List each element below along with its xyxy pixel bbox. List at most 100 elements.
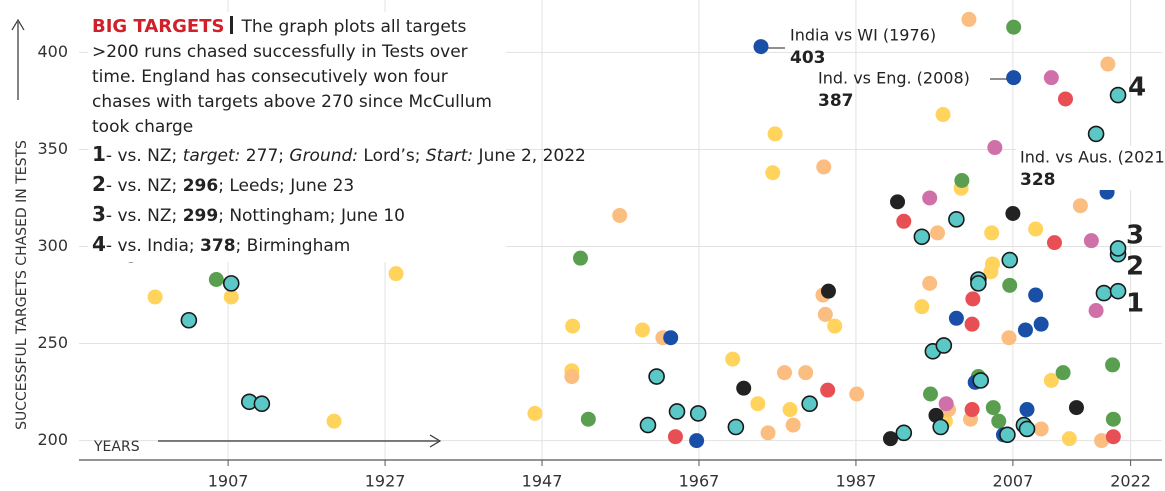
point (1111, 88, 1126, 103)
point (1056, 365, 1071, 380)
annotation-text: India vs WI (1976) (790, 26, 936, 45)
y-tick-label: 350 (37, 139, 68, 158)
note-segment: - vs. NZ; (106, 146, 183, 166)
point (973, 373, 988, 388)
note-box: BIG TARGETSThe graph plots all targets >… (88, 12, 506, 262)
point (818, 307, 833, 322)
point (922, 276, 937, 291)
annotation-value: 387 (818, 91, 854, 111)
note-segment: 1 (92, 142, 106, 166)
note-segment: - vs. India; (106, 236, 200, 256)
note-segment: 2 (92, 172, 106, 196)
x-tick-label: 1987 (836, 472, 877, 491)
x-tick-label: 1927 (365, 472, 406, 491)
point (849, 387, 864, 402)
point (1028, 288, 1043, 303)
x-tick-label: 2022 (1110, 472, 1151, 491)
point (965, 402, 980, 417)
point (1096, 286, 1111, 301)
point (736, 381, 751, 396)
point-label: 3 (1126, 221, 1144, 251)
point (896, 214, 911, 229)
point-label: 4 (1128, 73, 1146, 103)
point (581, 412, 596, 427)
point (1020, 402, 1035, 417)
point (1020, 421, 1035, 436)
point (1062, 431, 1077, 446)
point (802, 396, 817, 411)
point (527, 406, 542, 421)
point (1006, 20, 1021, 35)
point (890, 194, 905, 209)
note-segment: - vs. NZ; (106, 176, 183, 196)
point (914, 299, 929, 314)
note-item: 4- vs. India; 378; Birmingham (92, 230, 502, 260)
point (668, 429, 683, 444)
y-tick-label: 300 (37, 236, 68, 255)
x-tick-label: 1947 (522, 472, 563, 491)
point (1005, 206, 1020, 221)
point (1106, 412, 1121, 427)
point (1111, 241, 1126, 256)
x-tick-label: 1907 (208, 472, 249, 491)
point (949, 212, 964, 227)
point (1089, 303, 1104, 318)
y-axis-label: SUCCESSFUL TARGETS CHASED IN TESTS (14, 140, 30, 430)
note-segment: Lord’s; (358, 146, 426, 166)
point (798, 365, 813, 380)
point (965, 317, 980, 332)
point (1028, 222, 1043, 237)
point (939, 396, 954, 411)
note-segment: June 2, 2022 (473, 146, 586, 166)
note-segment: 4 (92, 232, 106, 256)
point (1106, 429, 1121, 444)
point (936, 338, 951, 353)
note-segment: 3 (92, 202, 106, 226)
point (1058, 91, 1073, 106)
point (1006, 70, 1021, 85)
point (984, 225, 999, 240)
point (1034, 317, 1049, 332)
point (1044, 70, 1059, 85)
point (1047, 235, 1062, 250)
point (1002, 253, 1017, 268)
point-label: 1 (1126, 289, 1144, 319)
point (827, 319, 842, 334)
point (991, 414, 1006, 429)
point (565, 319, 580, 334)
x-tick-label: 2007 (993, 472, 1034, 491)
note-segment: - vs. NZ; (106, 206, 183, 226)
note-heading: BIG TARGETS (92, 16, 224, 37)
y-tick-label: 200 (37, 430, 68, 449)
separator (230, 16, 233, 34)
point (670, 404, 685, 419)
point (986, 400, 1001, 415)
point (635, 322, 650, 337)
point (1100, 57, 1115, 72)
note-segment: 277; (240, 146, 289, 166)
note-segment: 378 (200, 236, 236, 256)
point (181, 313, 196, 328)
point (765, 165, 780, 180)
point (564, 369, 579, 384)
point (649, 369, 664, 384)
note-segment: ; Birmingham (236, 236, 351, 256)
point (816, 159, 831, 174)
point (224, 276, 239, 291)
annotation-text: Ind. vs Eng. (2008) (818, 69, 970, 88)
point (820, 383, 835, 398)
note-segment: ; Leeds; June 23 (218, 176, 354, 196)
point (148, 289, 163, 304)
page: {"chart_data": { "type": "scatter", "y_l… (0, 0, 1165, 491)
point (1073, 198, 1088, 213)
x-axis-label: YEARS (93, 439, 140, 455)
point (922, 190, 937, 205)
point (573, 251, 588, 266)
point (761, 425, 776, 440)
point (663, 330, 678, 345)
point (753, 39, 768, 54)
y-tick-label: 250 (37, 333, 68, 352)
point (389, 266, 404, 281)
note-segment: Ground: (289, 146, 358, 166)
